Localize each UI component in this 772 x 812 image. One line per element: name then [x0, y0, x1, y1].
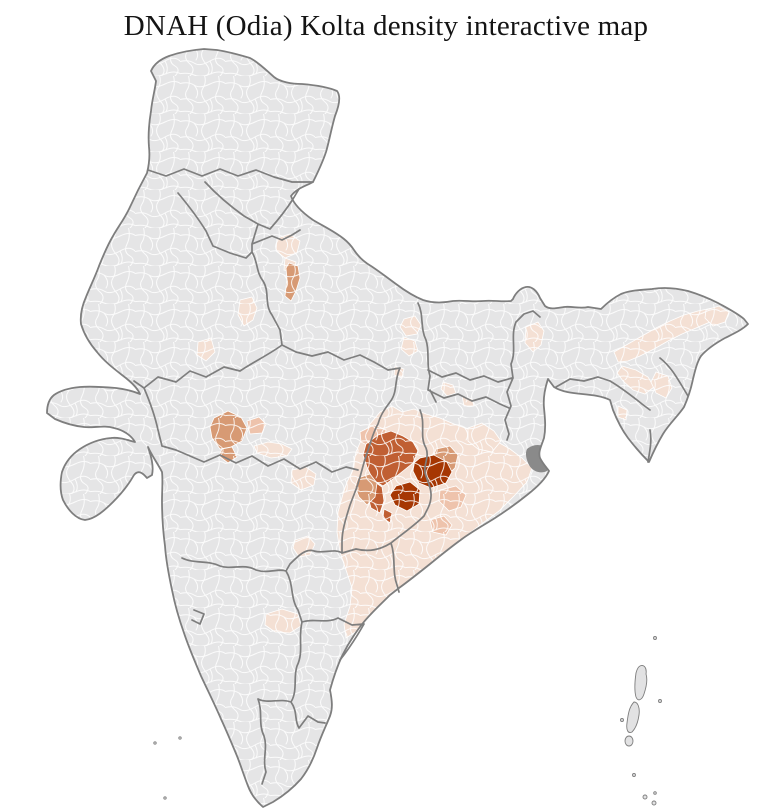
- islet: [632, 773, 636, 777]
- nicobar-island: [651, 800, 657, 806]
- islet: [653, 636, 657, 640]
- islet: [653, 791, 657, 795]
- andaman-south-island: [624, 735, 634, 747]
- islet: [658, 699, 662, 703]
- islands: [153, 636, 662, 806]
- map-title: DNAH (Odia) Kolta density interactive ma…: [123, 10, 649, 42]
- lakshadweep-islet: [163, 796, 167, 800]
- andaman-north-island: [634, 665, 648, 701]
- lakshadweep-islet: [153, 741, 157, 745]
- state-borders: [133, 168, 689, 785]
- lakshadweep-islet: [178, 736, 182, 740]
- islet: [620, 718, 624, 722]
- nicobar-island: [642, 794, 648, 800]
- andaman-middle-island: [626, 701, 640, 733]
